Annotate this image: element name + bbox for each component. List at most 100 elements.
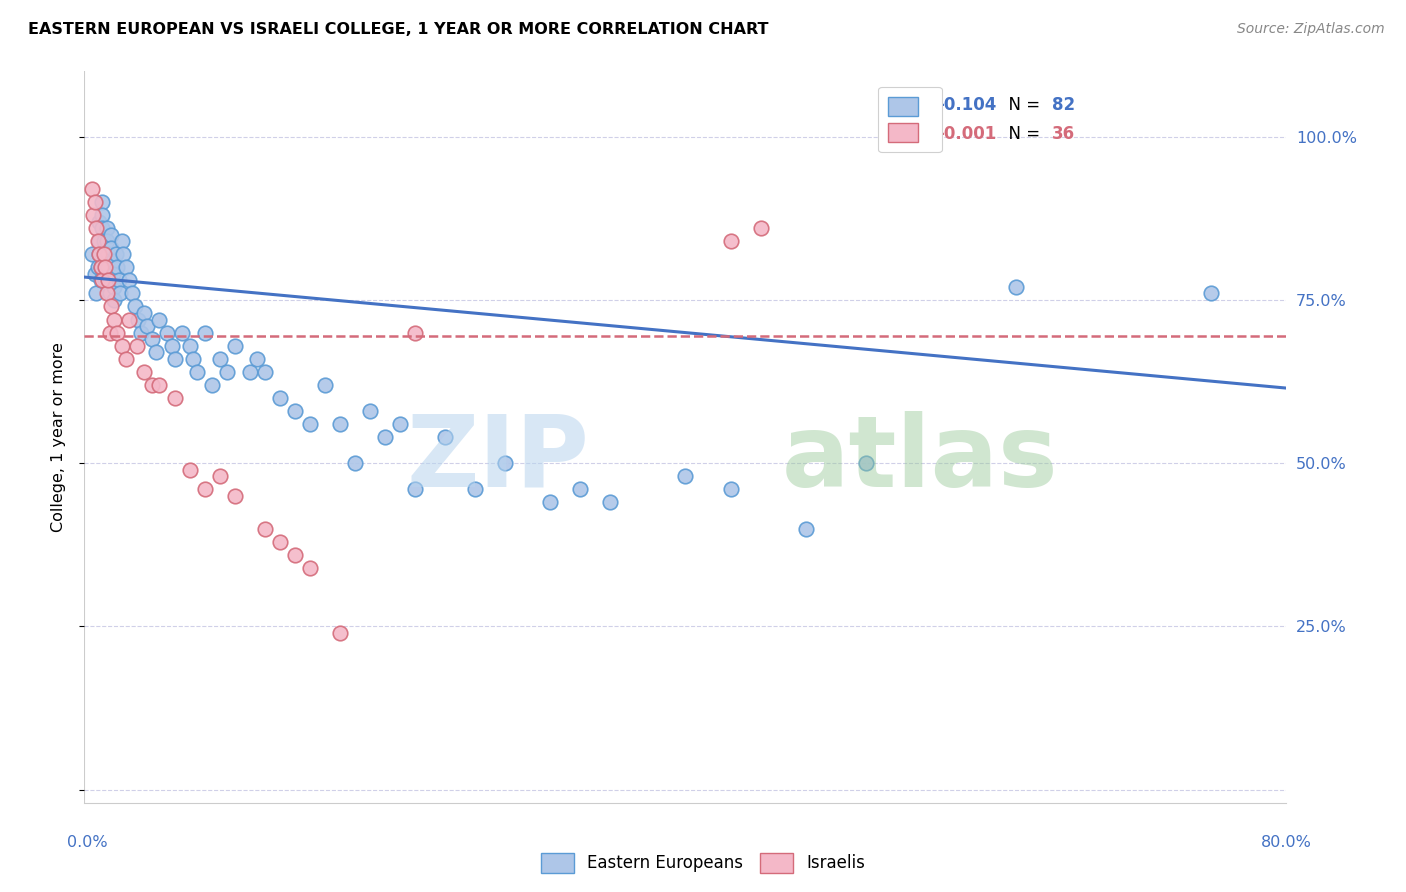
Point [160,339,183,353]
Point [141,332,163,346]
Point [90,260,112,275]
Point [94,260,117,275]
Point [89,214,111,228]
Point [93,247,115,261]
Point [464,483,486,497]
Point [86,286,108,301]
Legend: Eastern Europeans, Israelis: Eastern Europeans, Israelis [534,847,872,880]
Point [104,247,127,261]
Point [148,312,170,326]
Legend: , : , [879,87,942,153]
Point [98,273,121,287]
Point [201,377,224,392]
Point [80,247,103,261]
Point [127,312,149,326]
Point [93,234,115,248]
Point [91,194,114,209]
Y-axis label: College, 1 year or more: College, 1 year or more [51,343,66,532]
Point [107,326,129,340]
Point [118,273,141,287]
Point [217,365,239,379]
Point [80,182,103,196]
Point [125,339,148,353]
Text: Source: ZipAtlas.com: Source: ZipAtlas.com [1237,22,1385,37]
Point [115,351,138,366]
Point [121,286,143,301]
Point [156,326,179,340]
Point [329,626,352,640]
Point [97,247,120,261]
Point [96,234,118,248]
Point [599,495,621,509]
Text: R =: R = [896,125,931,143]
Point [163,391,186,405]
Point [298,560,321,574]
Point [101,267,124,281]
Point [82,208,104,222]
Point [91,273,114,287]
Point [404,326,426,340]
Point [194,483,217,497]
Point [494,456,516,470]
Point [269,534,291,549]
Text: -0.104: -0.104 [938,96,997,114]
Point [124,300,146,314]
Text: EASTERN EUROPEAN VS ISRAELI COLLEGE, 1 YEAR OR MORE CORRELATION CHART: EASTERN EUROPEAN VS ISRAELI COLLEGE, 1 Y… [28,22,769,37]
Point [90,273,112,287]
Point [86,221,108,235]
Point [538,495,561,509]
Point [749,221,772,235]
Point [1005,280,1028,294]
Point [179,339,201,353]
Point [91,208,114,222]
Point [194,326,217,340]
Text: R =: R = [896,96,931,114]
Point [145,345,167,359]
Point [284,548,307,562]
Point [208,351,231,366]
Text: N =: N = [997,96,1045,114]
Point [89,247,111,261]
Point [83,267,105,281]
Text: ZIP: ZIP [406,410,589,508]
Point [141,377,163,392]
Point [111,234,134,248]
Point [253,521,276,535]
Point [87,260,110,275]
Point [103,312,125,326]
Point [89,247,111,261]
Point [112,247,135,261]
Point [329,417,352,431]
Point [794,521,817,535]
Point [94,273,117,287]
Point [186,365,208,379]
Point [134,306,156,320]
Point [103,280,125,294]
Point [98,286,121,301]
Text: 80.0%: 80.0% [1261,836,1312,850]
Point [131,326,153,340]
Point [97,260,120,275]
Text: atlas: atlas [782,410,1059,508]
Point [163,351,186,366]
Point [148,377,170,392]
Point [1201,286,1223,301]
Point [298,417,321,431]
Point [253,365,276,379]
Text: 0.0%: 0.0% [67,836,107,850]
Point [246,351,269,366]
Point [224,339,246,353]
Point [239,365,262,379]
Point [269,391,291,405]
Point [96,286,118,301]
Point [374,430,396,444]
Point [96,221,118,235]
Point [98,326,121,340]
Point [855,456,877,470]
Point [434,430,457,444]
Text: 36: 36 [1052,125,1074,143]
Point [97,273,120,287]
Point [720,234,742,248]
Point [359,404,381,418]
Point [208,469,231,483]
